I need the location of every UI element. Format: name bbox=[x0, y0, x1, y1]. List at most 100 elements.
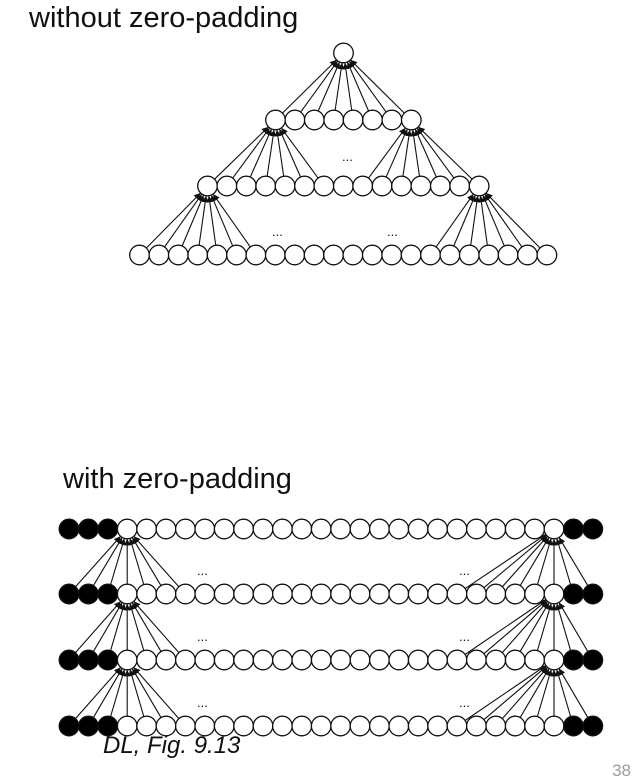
connection-arrow bbox=[555, 603, 572, 651]
unit-node bbox=[407, 518, 429, 540]
unit-node bbox=[330, 583, 352, 605]
padding-node bbox=[562, 518, 584, 540]
connection-arrow bbox=[464, 665, 547, 721]
connection-arrow bbox=[485, 192, 541, 249]
unit-node bbox=[310, 583, 332, 605]
connection-arrow bbox=[198, 195, 209, 246]
top-diagram-title: without zero-padding bbox=[29, 2, 299, 34]
unit-node bbox=[233, 583, 255, 605]
bottom-diagram-title: with zero-padding bbox=[63, 463, 292, 495]
padding-node bbox=[77, 715, 99, 737]
connection-arrow bbox=[110, 669, 126, 717]
top-diagram-connections bbox=[145, 59, 541, 249]
connection-arrow bbox=[131, 668, 162, 718]
unit-node bbox=[274, 175, 296, 197]
unit-node bbox=[381, 109, 403, 131]
page-number: 38 bbox=[612, 761, 631, 780]
unit-node bbox=[497, 244, 519, 266]
unit-node bbox=[342, 109, 364, 131]
unit-node bbox=[504, 649, 526, 671]
unit-node bbox=[155, 518, 177, 540]
connection-arrow bbox=[232, 127, 271, 179]
unit-node bbox=[313, 175, 335, 197]
unit-node bbox=[271, 649, 293, 671]
padding-node bbox=[77, 583, 99, 605]
padding-node bbox=[58, 715, 80, 737]
connection-arrow bbox=[464, 533, 547, 590]
top-layer3-ellipsis-left: ... bbox=[272, 224, 283, 239]
bottom-row3-ellipsis-right: ... bbox=[459, 695, 470, 710]
connection-arrow bbox=[300, 60, 339, 113]
unit-node bbox=[148, 244, 170, 266]
bottom-diagram-units bbox=[58, 518, 604, 737]
unit-node bbox=[265, 109, 286, 131]
connection-arrow bbox=[131, 602, 162, 652]
unit-node bbox=[485, 583, 507, 605]
connection-arrow bbox=[181, 194, 205, 247]
unit-node bbox=[349, 518, 371, 540]
bottom-row1-ellipsis-left: ... bbox=[197, 563, 208, 578]
unit-node bbox=[167, 244, 189, 266]
connection-arrow bbox=[519, 537, 550, 586]
connection-arrow bbox=[478, 195, 488, 246]
unit-node bbox=[194, 649, 216, 671]
padding-node bbox=[77, 649, 99, 671]
connection-arrow bbox=[75, 600, 122, 654]
connection-arrow bbox=[555, 538, 572, 585]
unit-node bbox=[264, 244, 286, 266]
unit-node bbox=[504, 715, 526, 737]
unit-node bbox=[330, 715, 352, 737]
connection-arrow bbox=[482, 194, 505, 247]
padding-node bbox=[97, 518, 119, 540]
connection-arrow bbox=[334, 62, 345, 111]
connection-arrow bbox=[110, 603, 126, 651]
unit-node bbox=[446, 518, 468, 540]
unit-node bbox=[333, 42, 354, 64]
connection-arrow bbox=[278, 128, 302, 178]
top-layer3-ellipsis-right: ... bbox=[387, 224, 398, 239]
unit-node bbox=[252, 649, 274, 671]
unit-node bbox=[543, 649, 565, 671]
unit-node bbox=[478, 244, 500, 266]
unit-node bbox=[233, 649, 255, 671]
unit-node bbox=[524, 518, 546, 540]
unit-node bbox=[449, 175, 471, 197]
unit-node bbox=[543, 518, 565, 540]
unit-node bbox=[245, 244, 267, 266]
bottom-row1-ellipsis-right: ... bbox=[459, 563, 470, 578]
connection-arrow bbox=[350, 59, 405, 114]
unit-node bbox=[407, 715, 429, 737]
connection-arrow bbox=[501, 535, 548, 588]
unit-node bbox=[174, 518, 196, 540]
unit-node bbox=[271, 518, 293, 540]
unit-node bbox=[136, 583, 158, 605]
unit-node bbox=[407, 649, 429, 671]
unit-node bbox=[174, 649, 196, 671]
unit-node bbox=[349, 715, 371, 737]
connection-arrow bbox=[558, 602, 589, 652]
padding-node bbox=[97, 649, 119, 671]
unit-node bbox=[485, 715, 507, 737]
unit-node bbox=[388, 715, 410, 737]
connection-arrow bbox=[483, 599, 547, 655]
bottom-diagram-connections bbox=[75, 533, 589, 721]
connection-arrow bbox=[453, 194, 476, 247]
unit-node bbox=[410, 175, 432, 197]
unit-node bbox=[400, 109, 422, 131]
connection-arrow bbox=[536, 669, 553, 717]
connection-arrow bbox=[470, 195, 481, 246]
unit-node bbox=[213, 583, 235, 605]
connection-arrow bbox=[342, 62, 353, 111]
connection-arrow bbox=[346, 61, 370, 112]
unit-node bbox=[349, 583, 371, 605]
unit-node bbox=[226, 244, 247, 266]
connection-arrow bbox=[266, 129, 277, 177]
unit-node bbox=[429, 175, 451, 197]
connection-arrow bbox=[164, 193, 203, 248]
padding-node bbox=[582, 715, 604, 737]
connection-arrow bbox=[414, 128, 437, 178]
unit-node bbox=[323, 109, 345, 131]
unit-node bbox=[291, 518, 313, 540]
connection-arrow bbox=[402, 129, 413, 177]
connection-arrow bbox=[435, 193, 474, 248]
